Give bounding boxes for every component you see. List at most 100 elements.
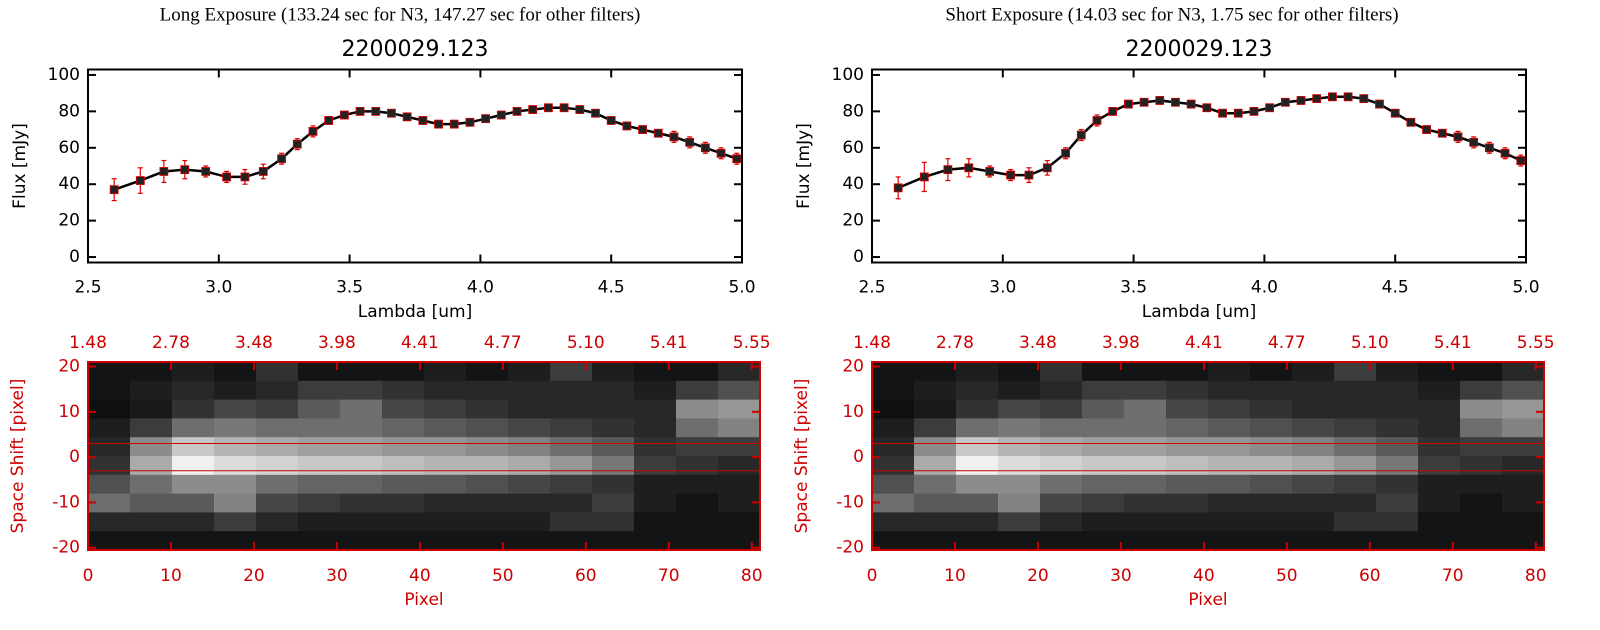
image-cell bbox=[1166, 474, 1209, 495]
data-point bbox=[434, 119, 443, 129]
image-cell bbox=[1334, 493, 1377, 513]
image-cell bbox=[298, 493, 341, 513]
image-cell bbox=[172, 512, 215, 532]
image-cell bbox=[1040, 456, 1083, 476]
data-point bbox=[1108, 106, 1118, 116]
data-point bbox=[559, 103, 569, 113]
image-cell bbox=[1460, 531, 1503, 551]
x-tick-label: 5.0 bbox=[1512, 278, 1539, 298]
x2-tick-label: 5.41 bbox=[1434, 333, 1472, 353]
image-cell bbox=[508, 512, 551, 532]
image-cell bbox=[1334, 399, 1377, 419]
image-cell bbox=[424, 474, 467, 495]
image-cell bbox=[1418, 474, 1461, 495]
x-axis-label: Pixel bbox=[404, 590, 443, 610]
data-point bbox=[1202, 103, 1212, 113]
image-cell bbox=[172, 418, 215, 438]
image-cell bbox=[998, 437, 1041, 457]
y-tick-label: 0 bbox=[853, 447, 864, 467]
data-point bbox=[685, 137, 695, 147]
x2-tick-label: 5.10 bbox=[567, 333, 605, 353]
data-point bbox=[292, 139, 302, 149]
y-tick-label: 20 bbox=[58, 211, 80, 231]
image-cell bbox=[1334, 474, 1377, 495]
y-tick-label: 60 bbox=[58, 138, 80, 158]
image-cell bbox=[1124, 437, 1167, 457]
y-tick-label: 0 bbox=[69, 447, 80, 467]
image-cell bbox=[340, 512, 383, 532]
y-tick-label: 40 bbox=[58, 174, 80, 194]
image-cell bbox=[1208, 437, 1251, 457]
image-cell bbox=[998, 474, 1041, 495]
image-cell bbox=[1040, 493, 1083, 513]
image-cell bbox=[1208, 399, 1251, 419]
image-cell bbox=[998, 512, 1041, 532]
image-cell bbox=[172, 531, 215, 551]
image-cell bbox=[956, 531, 999, 551]
image-cell bbox=[1418, 399, 1461, 419]
data-point bbox=[449, 119, 459, 129]
x-tick-label: 0 bbox=[83, 566, 94, 586]
image-cell bbox=[1502, 456, 1545, 476]
image-cell bbox=[1334, 531, 1377, 551]
image-cell bbox=[1208, 456, 1251, 476]
image-cell bbox=[1460, 437, 1503, 457]
image-cell bbox=[214, 493, 257, 513]
image-cell bbox=[214, 474, 257, 495]
image-cell bbox=[424, 362, 467, 382]
data-point bbox=[1343, 92, 1353, 102]
image-cell bbox=[634, 493, 677, 513]
image-cell bbox=[88, 399, 131, 419]
x-tick-label: 30 bbox=[326, 566, 348, 586]
y-axis-label: Flux [mJy] bbox=[10, 123, 30, 209]
data-point bbox=[1280, 97, 1290, 107]
image-cell bbox=[466, 474, 509, 495]
image-cell bbox=[214, 456, 257, 476]
image-cell bbox=[340, 399, 383, 419]
data-point bbox=[606, 116, 616, 125]
image-cell bbox=[424, 531, 467, 551]
image-cell bbox=[1166, 418, 1209, 438]
image-cell bbox=[256, 493, 299, 513]
image-cell bbox=[1124, 380, 1167, 401]
panel-header: Short Exposure (14.03 sec for N3, 1.75 s… bbox=[945, 4, 1398, 25]
y-tick-label: 60 bbox=[842, 138, 864, 158]
x-tick-label: 20 bbox=[1027, 566, 1049, 586]
data-point bbox=[943, 165, 953, 175]
x-tick-label: 2.5 bbox=[858, 278, 885, 298]
image-cell bbox=[872, 399, 915, 419]
panel-header: Long Exposure (133.24 sec for N3, 147.27… bbox=[160, 4, 641, 25]
data-point bbox=[622, 121, 632, 131]
image-cell bbox=[1082, 474, 1125, 495]
image-cell bbox=[130, 456, 173, 476]
image-cell bbox=[1166, 380, 1209, 401]
image-cell bbox=[718, 512, 761, 532]
image-cell bbox=[872, 531, 915, 551]
image-cell bbox=[172, 493, 215, 513]
image-cell bbox=[956, 493, 999, 513]
image-cell bbox=[1124, 456, 1167, 476]
x-tick-label: 5.0 bbox=[728, 278, 755, 298]
x-tick-label: 40 bbox=[1193, 566, 1215, 586]
image-cell bbox=[424, 399, 467, 419]
data-point bbox=[402, 112, 412, 122]
image-cell bbox=[130, 437, 173, 457]
image-cell bbox=[298, 474, 341, 495]
data-point bbox=[1061, 148, 1070, 158]
image-cell bbox=[508, 456, 551, 476]
y-tick-label: -20 bbox=[52, 538, 80, 558]
image-cell bbox=[1124, 418, 1167, 438]
image-cell bbox=[382, 456, 425, 476]
image-cell bbox=[1250, 399, 1293, 419]
image-cell bbox=[1418, 493, 1461, 513]
image-cell bbox=[508, 531, 551, 551]
image-cell bbox=[1166, 456, 1209, 476]
image-cell bbox=[914, 456, 957, 476]
image-cell bbox=[1502, 399, 1545, 419]
data-point bbox=[653, 128, 663, 138]
image-cell bbox=[214, 531, 257, 551]
image-cell bbox=[1460, 380, 1503, 401]
y-tick-label: 20 bbox=[842, 211, 864, 231]
image-cell bbox=[1376, 380, 1419, 401]
image-cell bbox=[1376, 437, 1419, 457]
